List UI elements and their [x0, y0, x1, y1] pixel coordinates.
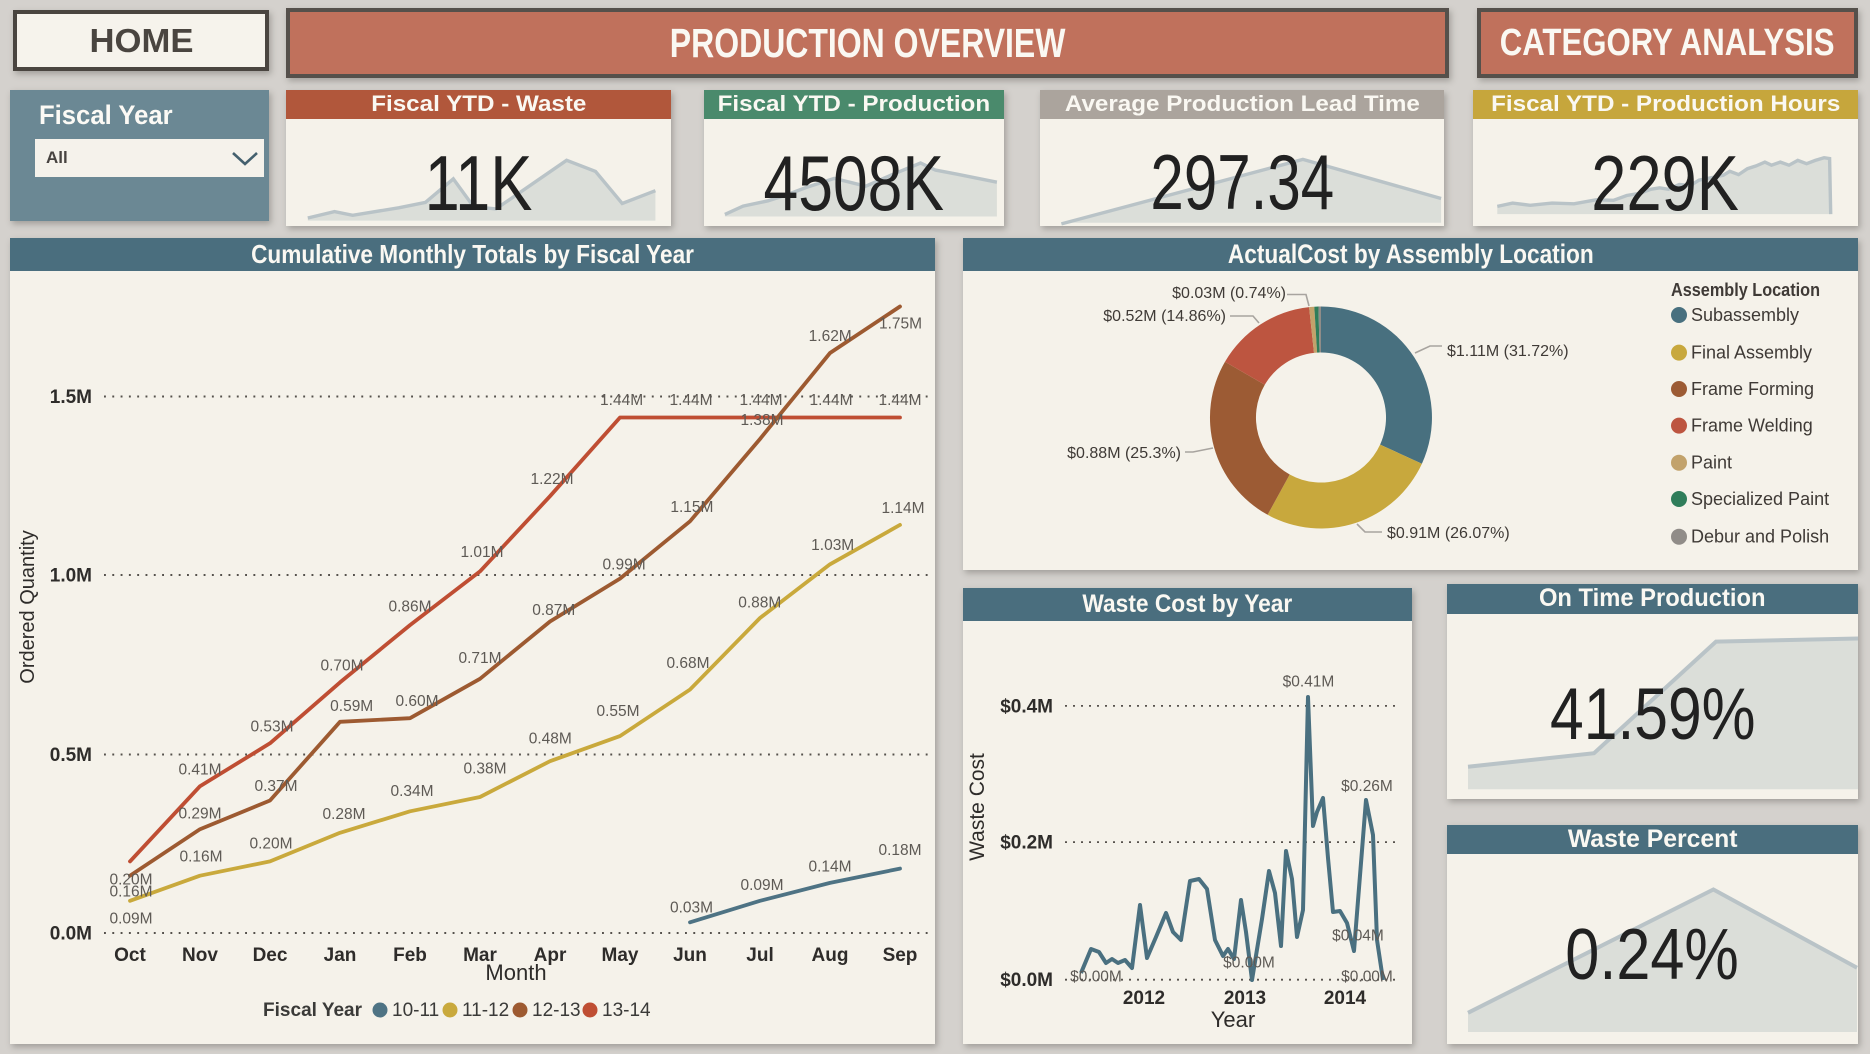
svg-text:Mar: Mar: [463, 945, 497, 966]
svg-text:Year: Year: [1211, 1007, 1255, 1032]
svg-text:0.60M: 0.60M: [395, 693, 438, 710]
svg-text:1.44M: 1.44M: [809, 392, 852, 409]
svg-text:0.37M: 0.37M: [254, 778, 297, 795]
svg-text:May: May: [602, 945, 639, 966]
svg-text:$0.0M: $0.0M: [1000, 970, 1053, 991]
svg-text:0.68M: 0.68M: [666, 655, 709, 672]
svg-text:1.01M: 1.01M: [460, 544, 503, 561]
svg-text:Aug: Aug: [812, 945, 849, 966]
svg-text:Paint: Paint: [1691, 453, 1732, 473]
svg-text:0.34M: 0.34M: [390, 783, 433, 800]
svg-text:Jun: Jun: [673, 945, 707, 966]
svg-text:1.44M: 1.44M: [739, 392, 782, 409]
svg-text:$0.91M (26.07%): $0.91M (26.07%): [1387, 525, 1510, 542]
svg-text:$0.00M: $0.00M: [1341, 969, 1393, 986]
svg-text:1.62M: 1.62M: [809, 328, 852, 345]
svg-text:0.16M: 0.16M: [109, 884, 152, 901]
svg-text:1.0M: 1.0M: [50, 566, 92, 587]
svg-text:Apr: Apr: [534, 945, 567, 966]
svg-text:Month: Month: [485, 960, 546, 985]
svg-text:0.5M: 0.5M: [50, 745, 92, 766]
svg-text:0.20M: 0.20M: [109, 872, 152, 889]
svg-text:Assembly Location: Assembly Location: [1671, 280, 1820, 300]
svg-text:Ordered Quantity: Ordered Quantity: [17, 530, 39, 683]
svg-text:0.38M: 0.38M: [463, 761, 506, 778]
svg-text:1.44M: 1.44M: [669, 392, 712, 409]
svg-text:0.41M: 0.41M: [178, 762, 221, 779]
svg-text:0.88M: 0.88M: [738, 594, 781, 611]
svg-text:Subassembly: Subassembly: [1691, 305, 1799, 325]
svg-text:Specialized Paint: Specialized Paint: [1691, 489, 1829, 509]
svg-text:$0.26M: $0.26M: [1341, 778, 1393, 795]
svg-text:Waste Cost: Waste Cost: [966, 753, 989, 861]
svg-text:Final Assembly: Final Assembly: [1691, 343, 1812, 363]
svg-text:Nov: Nov: [182, 945, 218, 966]
svg-text:Fiscal Year: Fiscal Year: [263, 1000, 363, 1021]
svg-text:$0.04M: $0.04M: [1332, 928, 1384, 945]
svg-text:11-12: 11-12: [462, 1000, 509, 1021]
svg-text:1.5M: 1.5M: [50, 387, 92, 408]
svg-text:0.53M: 0.53M: [250, 719, 293, 736]
svg-text:Feb: Feb: [393, 945, 427, 966]
svg-text:1.44M: 1.44M: [878, 392, 921, 409]
svg-text:0.16M: 0.16M: [179, 849, 222, 866]
svg-text:0.99M: 0.99M: [603, 557, 646, 574]
svg-text:$0.4M: $0.4M: [1000, 696, 1053, 717]
svg-text:10-11: 10-11: [392, 1000, 439, 1021]
svg-text:1.14M: 1.14M: [881, 500, 924, 517]
svg-text:1.38M: 1.38M: [740, 412, 783, 429]
svg-text:1.15M: 1.15M: [670, 499, 713, 516]
svg-text:0.70M: 0.70M: [320, 658, 363, 675]
svg-text:Jul: Jul: [746, 945, 773, 966]
svg-text:Jan: Jan: [324, 945, 357, 966]
svg-text:0.09M: 0.09M: [109, 911, 152, 928]
svg-text:Oct: Oct: [114, 945, 146, 966]
svg-text:12-13: 12-13: [532, 1000, 581, 1021]
svg-text:0.29M: 0.29M: [178, 806, 221, 823]
svg-text:$1.11M (31.72%): $1.11M (31.72%): [1447, 343, 1569, 360]
svg-text:0.48M: 0.48M: [529, 731, 572, 748]
svg-text:0.86M: 0.86M: [388, 599, 431, 616]
svg-text:2014: 2014: [1324, 988, 1367, 1009]
svg-text:$0.00M: $0.00M: [1070, 969, 1122, 986]
svg-text:0.71M: 0.71M: [458, 650, 501, 667]
svg-text:$0.41M: $0.41M: [1283, 674, 1335, 691]
svg-text:2012: 2012: [1123, 988, 1165, 1009]
svg-text:Sep: Sep: [883, 945, 918, 966]
svg-text:0.18M: 0.18M: [878, 842, 921, 859]
svg-text:0.20M: 0.20M: [249, 836, 292, 853]
svg-text:$0.2M: $0.2M: [1000, 833, 1053, 854]
svg-text:1.75M: 1.75M: [879, 316, 922, 333]
svg-text:2013: 2013: [1224, 988, 1266, 1009]
svg-text:0.87M: 0.87M: [532, 602, 575, 619]
svg-text:1.03M: 1.03M: [811, 537, 854, 554]
svg-text:$0.52M (14.86%): $0.52M (14.86%): [1103, 308, 1226, 325]
svg-text:$0.00M: $0.00M: [1223, 955, 1275, 972]
svg-text:$0.88M (25.3%): $0.88M (25.3%): [1067, 445, 1181, 462]
svg-text:Frame Forming: Frame Forming: [1691, 379, 1814, 399]
svg-text:Frame Welding: Frame Welding: [1691, 416, 1813, 436]
svg-text:0.09M: 0.09M: [740, 877, 783, 894]
svg-text:Dec: Dec: [253, 945, 288, 966]
svg-text:1.22M: 1.22M: [530, 471, 573, 488]
svg-text:0.28M: 0.28M: [322, 806, 365, 823]
svg-text:0.14M: 0.14M: [808, 859, 851, 876]
svg-text:0.0M: 0.0M: [50, 924, 92, 945]
svg-text:1.44M: 1.44M: [600, 392, 643, 409]
svg-text:Debur and Polish: Debur and Polish: [1691, 527, 1829, 547]
svg-text:0.59M: 0.59M: [330, 698, 373, 715]
svg-text:13-14: 13-14: [602, 1000, 651, 1021]
svg-text:$0.03M (0.74%): $0.03M (0.74%): [1172, 285, 1286, 302]
svg-text:0.03M: 0.03M: [670, 899, 713, 916]
svg-text:0.55M: 0.55M: [596, 703, 639, 720]
